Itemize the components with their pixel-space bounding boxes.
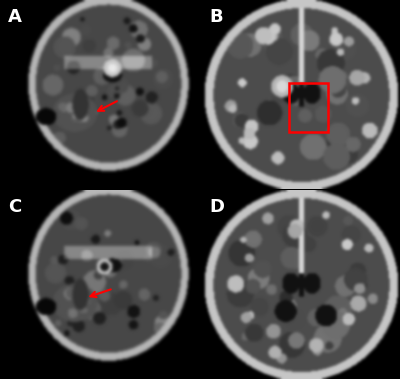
Text: B: B <box>209 8 222 25</box>
Text: C: C <box>8 198 21 216</box>
Text: A: A <box>8 8 22 25</box>
Bar <box>288 83 328 132</box>
Text: D: D <box>209 198 224 216</box>
